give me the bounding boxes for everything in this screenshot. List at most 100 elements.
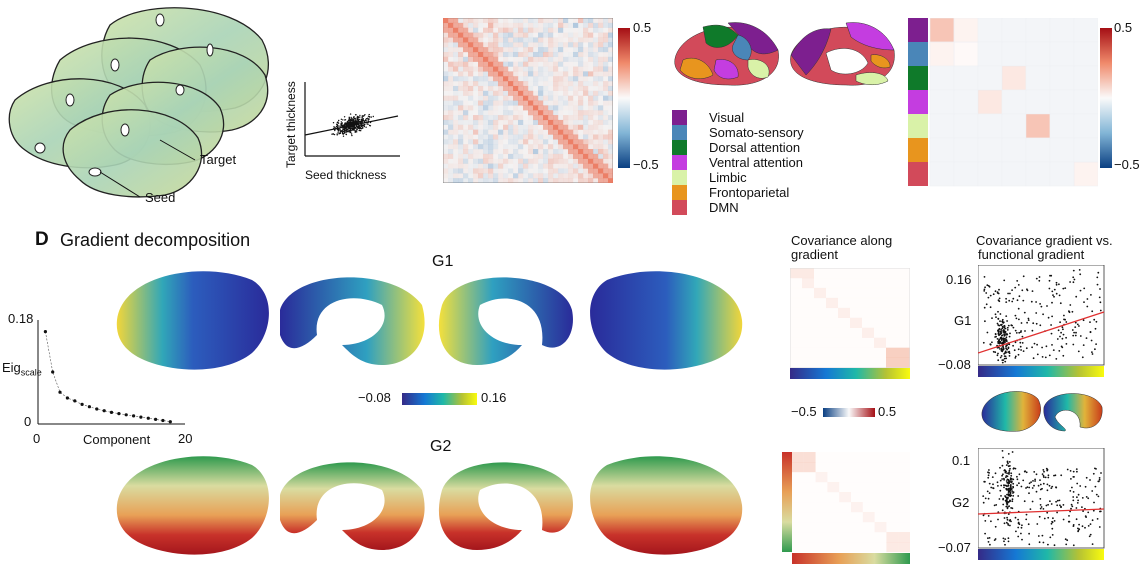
g2-scatter-point <box>994 472 997 475</box>
correlation-matrix-cell <box>498 129 504 135</box>
correlation-matrix-cell <box>493 173 499 179</box>
g2-scatter-point <box>1025 518 1028 521</box>
correlation-matrix-cell <box>488 71 494 77</box>
correlation-matrix-cell <box>543 51 549 58</box>
g2-scatter-point <box>1095 493 1098 496</box>
correlation-matrix-cell <box>568 105 573 110</box>
g1-cov-cell <box>886 278 898 288</box>
correlation-matrix-cell <box>468 129 474 135</box>
correlation-matrix-cell <box>538 62 543 67</box>
correlation-matrix-cell <box>603 115 609 121</box>
correlation-matrix-cell <box>503 71 509 77</box>
correlation-matrix-cell <box>548 134 554 140</box>
correlation-matrix-cell <box>528 158 534 164</box>
g2-scatter-point <box>1073 476 1075 478</box>
correlation-matrix-cell <box>583 115 589 121</box>
correlation-matrix-cell <box>523 71 529 77</box>
correlation-matrix-cell <box>493 32 499 38</box>
correlation-matrix-cell <box>498 134 504 140</box>
thickness-point <box>348 130 350 132</box>
correlation-matrix-cell <box>603 125 608 130</box>
g1-scatter-point <box>1007 351 1010 353</box>
correlation-matrix-cell <box>443 100 449 106</box>
correlation-matrix-cell <box>538 56 544 62</box>
correlation-matrix-cell <box>603 149 609 155</box>
correlation-matrix-cell <box>573 66 579 72</box>
g1-scatter-point <box>1021 335 1024 338</box>
correlation-matrix-cell <box>463 153 469 159</box>
correlation-matrix-cell <box>473 105 478 110</box>
thickness-point <box>343 124 346 126</box>
correlation-matrix-cell <box>458 27 464 33</box>
g1-cov-cell <box>814 358 826 368</box>
correlation-matrix-cell <box>543 134 549 140</box>
correlation-matrix-cell <box>513 90 519 96</box>
g1-scatter-point <box>1007 346 1010 349</box>
correlation-matrix-cell <box>448 100 454 106</box>
correlation-matrix-cell <box>588 158 594 164</box>
g1-scatter-point <box>999 348 1001 350</box>
correlation-matrix-cell <box>453 154 458 159</box>
g1-scatter-point <box>1019 345 1022 348</box>
correlation-matrix-cell <box>468 101 473 106</box>
correlation-matrix-cell <box>463 71 469 77</box>
g2-cov-cell <box>863 452 875 462</box>
correlation-matrix-cell <box>478 37 484 43</box>
correlation-matrix-cell <box>573 101 578 106</box>
g2-cov-cell <box>874 522 887 533</box>
correlation-matrix-cell <box>478 139 484 145</box>
correlation-matrix-cell <box>488 76 494 82</box>
correlation-matrix-cell <box>488 130 493 135</box>
correlation-matrix-cell <box>493 134 499 140</box>
g2-cov-cell <box>851 472 863 482</box>
correlation-matrix-cell <box>513 85 519 91</box>
correlation-matrix-cell <box>563 32 569 38</box>
g1-scatter-point <box>1003 357 1006 360</box>
g1-scatter-point <box>1006 329 1009 331</box>
g1-scatter-point <box>998 288 1000 291</box>
g1-cov-cell <box>886 357 898 368</box>
g1-scatter-point <box>982 341 985 344</box>
correlation-matrix-cell <box>518 119 524 125</box>
correlation-matrix-cell <box>533 22 539 28</box>
g2-scatter-point <box>1008 469 1011 472</box>
correlation-matrix-cell <box>563 158 569 164</box>
correlation-matrix-cell <box>563 178 569 183</box>
g2-scatter-point <box>1046 483 1049 486</box>
thickness-point <box>355 114 357 116</box>
correlation-matrix-cell <box>543 119 549 125</box>
g2-cov-cell <box>816 542 828 552</box>
g2-scatter-point <box>1091 519 1094 522</box>
g2-scatter-point <box>1051 534 1054 536</box>
g2-scatter-point <box>1018 473 1021 476</box>
correlation-matrix-cell <box>528 90 534 96</box>
thickness-point <box>351 134 353 137</box>
g1-scatter-point <box>1065 336 1067 339</box>
g2-scatter-point <box>1008 473 1010 475</box>
correlation-matrix-cell <box>453 124 459 130</box>
g2-scatter-point <box>999 479 1002 482</box>
correlation-matrix-cell <box>513 100 519 106</box>
correlation-matrix-cell <box>513 149 519 155</box>
g2-scatter-point <box>988 469 990 471</box>
correlation-matrix-cell <box>543 158 549 164</box>
correlation-matrix-cell <box>593 110 599 116</box>
thickness-point <box>360 124 362 127</box>
correlation-matrix-cell <box>503 144 509 150</box>
correlation-matrix-cell <box>553 100 559 106</box>
correlation-matrix-cell <box>553 119 559 125</box>
g2-scatter-point <box>1052 517 1054 520</box>
g1-scatter-point <box>1021 342 1024 344</box>
correlation-matrix-cell <box>463 149 469 155</box>
correlation-matrix-cell <box>458 71 464 77</box>
g1-cov-cell <box>790 288 802 298</box>
g1-scatter-point <box>1093 318 1096 321</box>
correlation-matrix-cell <box>453 110 458 115</box>
correlation-matrix-cell <box>458 76 464 82</box>
correlation-matrix-cell <box>513 76 519 82</box>
g1-cov-cell <box>838 278 850 288</box>
thickness-point <box>344 119 346 121</box>
correlation-matrix-cell <box>513 144 519 150</box>
g1-scatter-point <box>1064 287 1067 289</box>
network-rowbar-cell <box>908 66 928 90</box>
